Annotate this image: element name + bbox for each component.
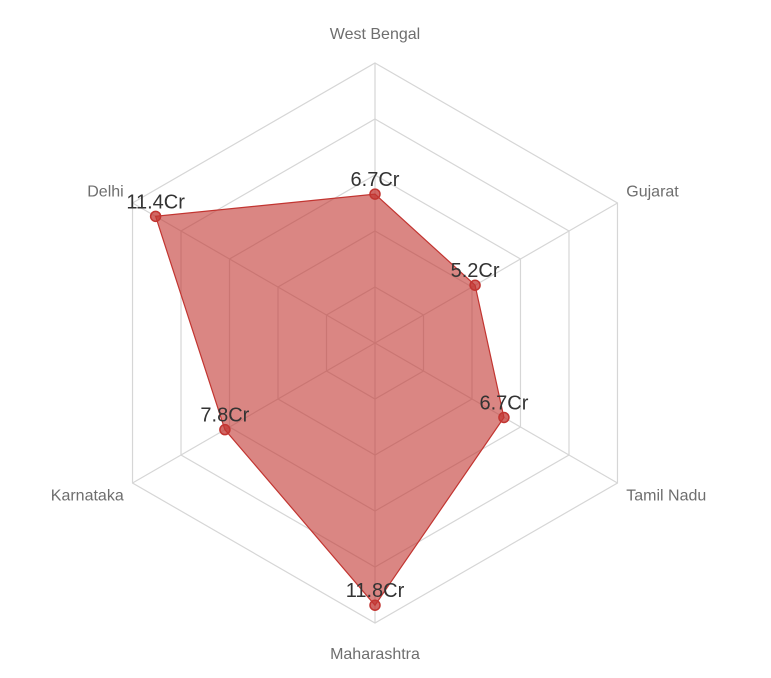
data-point-gujarat[interactable]: [469, 279, 481, 291]
axis-label-tamil-nadu: Tamil Nadu: [626, 488, 706, 505]
data-label-tamil-nadu: 6.7Cr: [479, 392, 528, 414]
data-point-karnataka[interactable]: [219, 423, 231, 436]
data-point-delhi[interactable]: [149, 210, 162, 223]
data-point-tamil-nadu[interactable]: [498, 411, 510, 424]
data-labels: 6.7Cr 5.2Cr 6.7Cr 11.8Cr 7.8Cr 11.4Cr: [126, 169, 528, 602]
axis-label-delhi: Delhi: [87, 184, 123, 201]
data-point-west-bengal[interactable]: [369, 188, 381, 200]
data-label-maharashtra: 11.8Cr: [346, 580, 405, 602]
axis-label-west-bengal: West Bengal: [330, 26, 420, 43]
axis-label-karnataka: Karnataka: [51, 488, 124, 505]
data-label-west-bengal: 6.7Cr: [351, 169, 400, 191]
data-label-gujarat: 5.2Cr: [451, 260, 500, 282]
data-point-maharashtra[interactable]: [369, 599, 381, 611]
axis-labels: West Bengal Gujarat Tamil Nadu Maharashtra K…: [51, 26, 707, 663]
data-label-delhi: 11.4Cr: [126, 191, 185, 213]
data-label-karnataka: 7.8Cr: [200, 405, 249, 427]
axis-label-maharashtra: Maharashtra: [330, 646, 420, 663]
radar-series: [149, 188, 510, 611]
axis-label-gujarat: Gujarat: [626, 184, 679, 201]
series-area: [154, 193, 505, 607]
